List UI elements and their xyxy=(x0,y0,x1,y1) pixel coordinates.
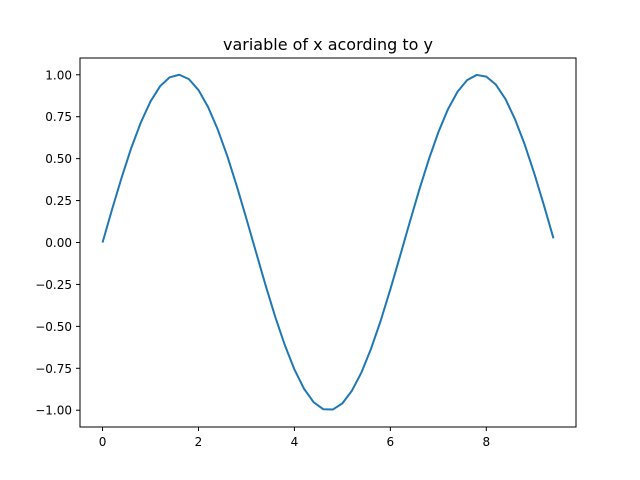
x-tick-label: 4 xyxy=(291,435,299,449)
y-tick-label: 0.00 xyxy=(45,236,72,250)
y-tick-label: 0.25 xyxy=(45,194,72,208)
series-line-0 xyxy=(101,73,555,411)
x-tick-label: 0 xyxy=(99,435,107,449)
axes: 0 2 4 6 8 −1.00 −0.75 −0.50 −0.25 0.00 0.25 0.50 0.7… xyxy=(35,57,577,449)
y-tick-label: 1.00 xyxy=(45,68,72,82)
plot-area xyxy=(101,73,555,411)
x-tick-label: 6 xyxy=(387,435,395,449)
y-tick-label: 0.75 xyxy=(45,110,72,124)
y-tick-label: −0.50 xyxy=(35,320,72,334)
x-tick-label: 2 xyxy=(195,435,203,449)
chart-title: variable of x acording to y xyxy=(223,35,433,54)
y-tick-label: −0.25 xyxy=(35,278,72,292)
y-tick-label: −1.00 xyxy=(35,404,72,418)
x-tick-label: 8 xyxy=(482,435,490,449)
y-tick-label: 0.50 xyxy=(45,152,72,166)
y-tick-label: −0.75 xyxy=(35,362,72,376)
